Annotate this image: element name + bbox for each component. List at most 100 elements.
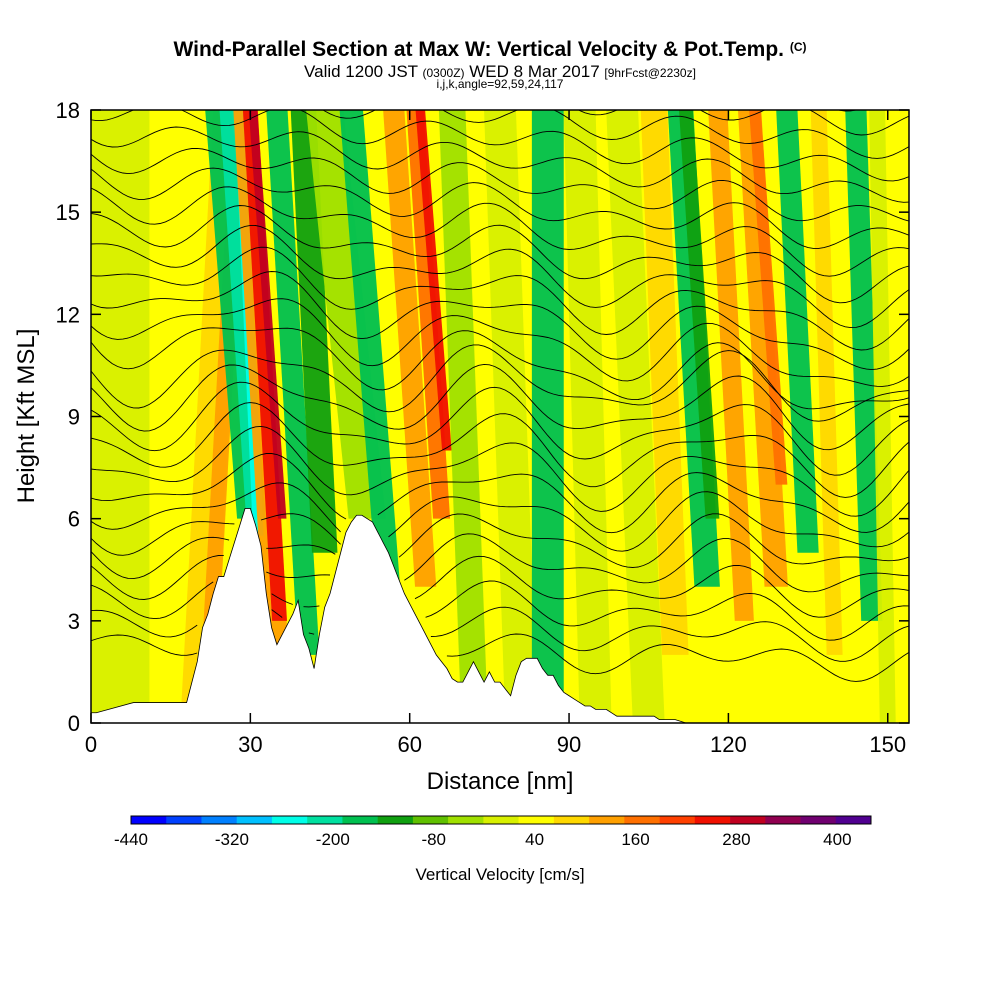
title-mark: (C) — [790, 40, 807, 54]
theta-contour — [91, 205, 909, 304]
theta-contour — [91, 580, 909, 641]
colorbar-swatch — [166, 816, 202, 824]
colorbar-swatch — [307, 816, 343, 824]
velocity-band — [679, 110, 720, 519]
x-axis: 0 30 60 90 120 150 — [85, 110, 906, 757]
velocity-band — [749, 110, 788, 485]
y-tick-label: 3 — [68, 609, 80, 634]
velocity-band — [339, 110, 401, 587]
theta-contour — [91, 344, 909, 422]
colorbar-swatch — [589, 816, 625, 824]
terrain — [91, 508, 909, 723]
colorbar-swatch — [271, 816, 308, 824]
theta-contour — [91, 554, 909, 618]
colorbar-tick-label: -440 — [114, 830, 148, 849]
theta-contour — [91, 167, 909, 249]
y-tick-label: 9 — [68, 405, 80, 430]
colorbar-swatch — [412, 816, 449, 824]
y-tick-label: 18 — [56, 98, 80, 123]
velocity-band — [869, 110, 896, 723]
x-tick-label: 30 — [238, 732, 262, 757]
theta-contour — [91, 271, 909, 371]
colorbar-ticks: -440 -320 -200 -80 40 160 280 400 — [114, 830, 852, 849]
y-tick-label: 12 — [56, 302, 80, 327]
vertical-velocity-field — [91, 110, 896, 723]
theta-contour — [91, 110, 909, 182]
chart-subtitle-2: i,j,k,angle=92,59,24,117 — [437, 77, 564, 91]
theta-contour — [91, 186, 909, 277]
x-axis-label: Distance [nm] — [427, 768, 574, 795]
y-axis-label: Height [Kft MSL] — [13, 329, 40, 504]
colorbar-swatch — [624, 816, 660, 824]
y-tick-label: 15 — [56, 200, 80, 225]
velocity-band — [484, 110, 538, 723]
y-tick-label: 0 — [68, 711, 80, 736]
colorbar-swatch — [483, 816, 519, 824]
velocity-band — [708, 110, 754, 621]
colorbar — [130, 815, 872, 825]
colorbar-tick-label: 160 — [621, 830, 649, 849]
colorbar-swatch — [518, 816, 555, 824]
colorbar-swatch — [659, 816, 696, 824]
colorbar-tick-label: -200 — [316, 830, 350, 849]
y-tick-label: 6 — [68, 507, 80, 532]
x-tick-label: 120 — [710, 732, 747, 757]
potential-temperature-contours — [91, 110, 909, 682]
colorbar-tick-label: -320 — [215, 830, 249, 849]
plot-area — [91, 110, 909, 723]
colorbar-swatch — [448, 816, 484, 824]
colorbar-swatch — [553, 816, 590, 824]
theta-contour — [91, 513, 909, 568]
colorbar-tick-label: 400 — [823, 830, 851, 849]
x-tick-label: 0 — [85, 732, 97, 757]
velocity-band — [531, 110, 564, 723]
colorbar-swatch — [201, 816, 238, 824]
theta-contour — [91, 363, 909, 451]
x-tick-label: 90 — [557, 732, 581, 757]
theta-contour — [91, 425, 909, 517]
velocity-band — [810, 110, 843, 655]
theta-contour — [91, 381, 909, 476]
colorbar-swatch — [694, 816, 731, 824]
velocity-band — [845, 110, 883, 621]
theta-contour — [91, 533, 909, 593]
colorbar-tick-label: 40 — [525, 830, 544, 849]
colorbar-tick-label: 280 — [722, 830, 750, 849]
theta-contour — [91, 402, 909, 498]
theta-contour — [91, 606, 909, 662]
theta-contour — [91, 633, 909, 682]
velocity-band — [438, 110, 487, 689]
theta-contour — [91, 482, 909, 552]
x-tick-label: 60 — [397, 732, 421, 757]
theta-contour — [322, 110, 909, 159]
chart-title: Wind-Parallel Section at Max W: Vertical… — [173, 38, 806, 61]
theta-contour — [91, 298, 909, 387]
colorbar-swatch — [342, 816, 378, 824]
colorbar-tick-label: -80 — [421, 830, 446, 849]
theta-contour — [91, 246, 909, 351]
colorbar-swatch — [730, 816, 766, 824]
colorbar-swatch — [800, 816, 837, 824]
colorbar-label: Vertical Velocity [cm/s] — [415, 865, 584, 884]
theta-contour — [91, 126, 909, 203]
colorbar-frame — [130, 815, 872, 825]
colorbar-swatch — [835, 816, 872, 824]
velocity-band — [415, 110, 452, 451]
colorbar-swatch — [377, 816, 414, 824]
velocity-band — [606, 110, 665, 723]
x-tick-label: 150 — [869, 732, 906, 757]
theta-contour — [91, 453, 909, 534]
velocity-band — [242, 110, 288, 621]
colorbar-swatch — [131, 816, 167, 824]
velocity-band — [266, 110, 320, 655]
velocity-band — [290, 110, 338, 553]
velocity-band — [383, 110, 437, 587]
colorbar-swatch — [765, 816, 801, 824]
chart-subtitle: Valid 1200 JST (0300Z) WED 8 Mar 2017 [9… — [304, 62, 696, 81]
velocity-band — [91, 110, 150, 723]
velocity-band — [640, 110, 689, 655]
y-axis: 0 3 6 9 12 15 18 — [56, 98, 909, 736]
theta-contour — [91, 224, 909, 329]
theta-contour — [91, 147, 909, 222]
